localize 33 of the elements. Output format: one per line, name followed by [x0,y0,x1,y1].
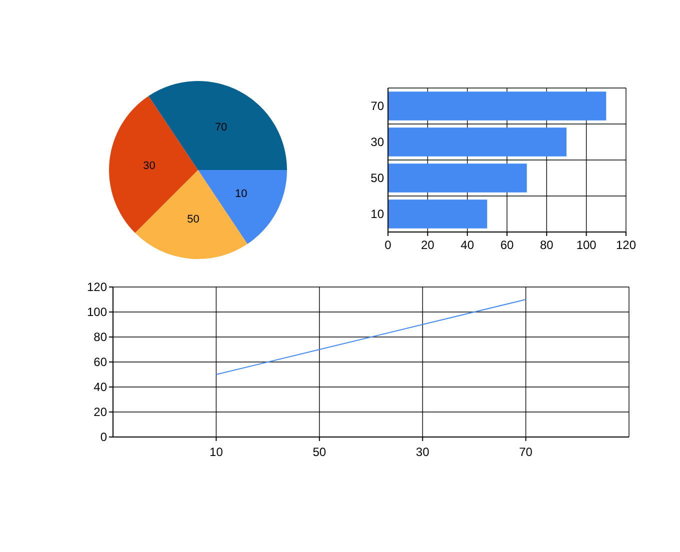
slice-label: 50 [187,214,200,226]
y-tick-label: 50 [370,171,384,186]
x-tick-label: 70 [519,445,533,459]
bar [388,200,488,228]
y-tick-label: 0 [100,430,108,444]
y-tick-label: 120 [86,280,108,294]
x-tick-label: 50 [312,445,326,459]
pie-slice [135,170,248,259]
y-tick-label: 20 [94,405,108,420]
y-tick-label: 70 [370,99,384,114]
bar [388,92,606,120]
slice-label: 70 [214,122,228,134]
line-series [216,299,526,375]
pie-slice [198,170,287,244]
y-tick-label: 100 [86,305,108,320]
x-tick-label: 40 [460,238,474,252]
bar [388,164,527,192]
x-tick-label: 80 [540,238,554,252]
x-tick-label: 30 [416,445,430,459]
y-tick-label: 10 [370,207,384,222]
pie-slice [109,96,198,233]
slice-label: 30 [143,160,156,172]
y-tick-label: 60 [94,355,108,370]
x-tick-label: 60 [500,238,514,252]
y-tick-label: 80 [94,330,108,344]
x-tick-label: 100 [576,238,597,252]
y-tick-label: 40 [94,380,108,394]
x-tick-label: 120 [616,238,636,252]
slice-label: 10 [235,188,248,200]
bar [388,128,566,156]
y-tick-label: 30 [370,135,384,150]
x-tick-label: 10 [210,445,224,459]
x-tick-label: 20 [420,238,435,252]
